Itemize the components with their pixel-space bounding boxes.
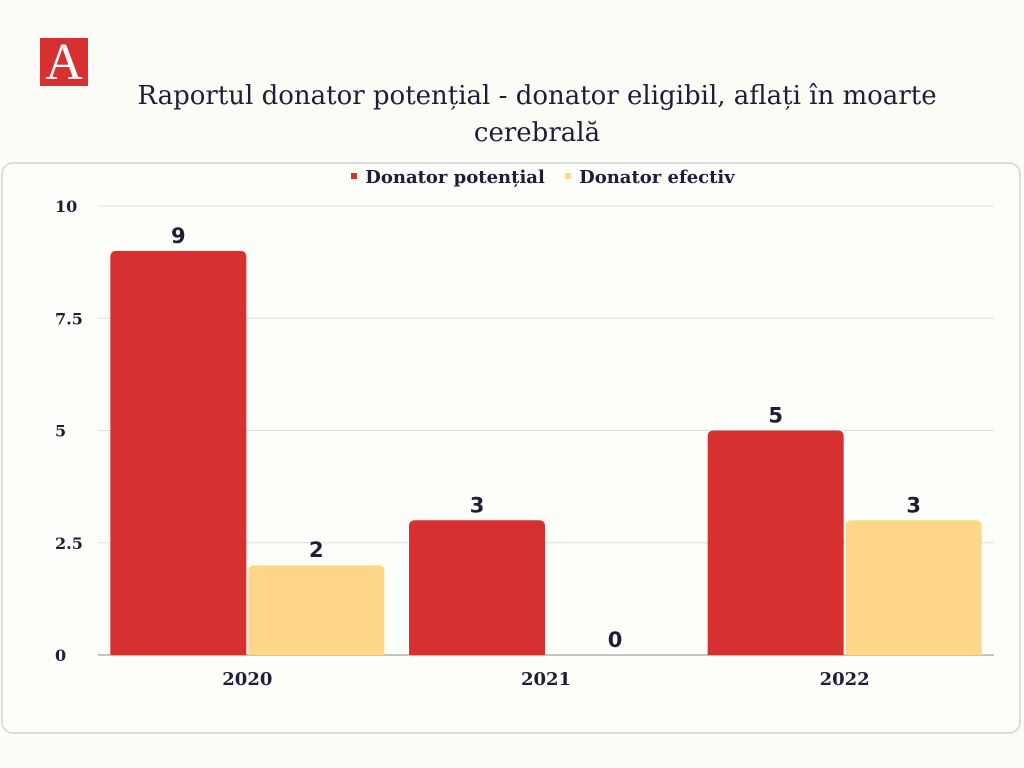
brand-logo: A [40, 38, 88, 86]
legend-item-donator-potential[interactable]: Donator potențial [351, 167, 545, 188]
legend-label-donator-potential: Donator potențial [365, 167, 545, 188]
data-label-0-2022: 5 [768, 404, 783, 428]
legend-swatch-donator-potential [351, 173, 358, 179]
legend-label-donator-efectiv: Donator efectiv [579, 167, 735, 188]
data-label-1-2020: 2 [309, 538, 324, 562]
legend: Donator potențial Donator efectiv [0, 167, 1024, 188]
bar-1-2020 [248, 565, 385, 655]
y-tick-label-0: 0 [55, 646, 66, 665]
x-tick-label-2022: 2022 [820, 669, 870, 690]
data-label-0-2021: 3 [470, 493, 485, 517]
y-tick-label-4: 10 [55, 197, 77, 216]
data-label-0-2020: 9 [171, 224, 186, 248]
bar-0-2021 [409, 520, 545, 655]
y-tick-label-2: 5 [55, 422, 66, 441]
chart-title: Raportul donator potențial - donator eli… [137, 81, 937, 148]
y-tick-label-1: 2.5 [55, 534, 83, 553]
legend-swatch-donator-efectiv [565, 173, 572, 179]
bar-0-2022 [707, 430, 844, 655]
bar-0-2020 [110, 250, 247, 655]
x-tick-label-2020: 2020 [222, 669, 272, 690]
data-label-1-2022: 3 [906, 493, 921, 517]
x-tick-label-2021: 2021 [521, 669, 571, 690]
bar-1-2022 [845, 520, 982, 655]
y-tick-label-3: 7.5 [55, 309, 83, 328]
legend-item-donator-efectiv[interactable]: Donator efectiv [565, 167, 735, 188]
data-label-1-2021: 0 [608, 628, 623, 652]
